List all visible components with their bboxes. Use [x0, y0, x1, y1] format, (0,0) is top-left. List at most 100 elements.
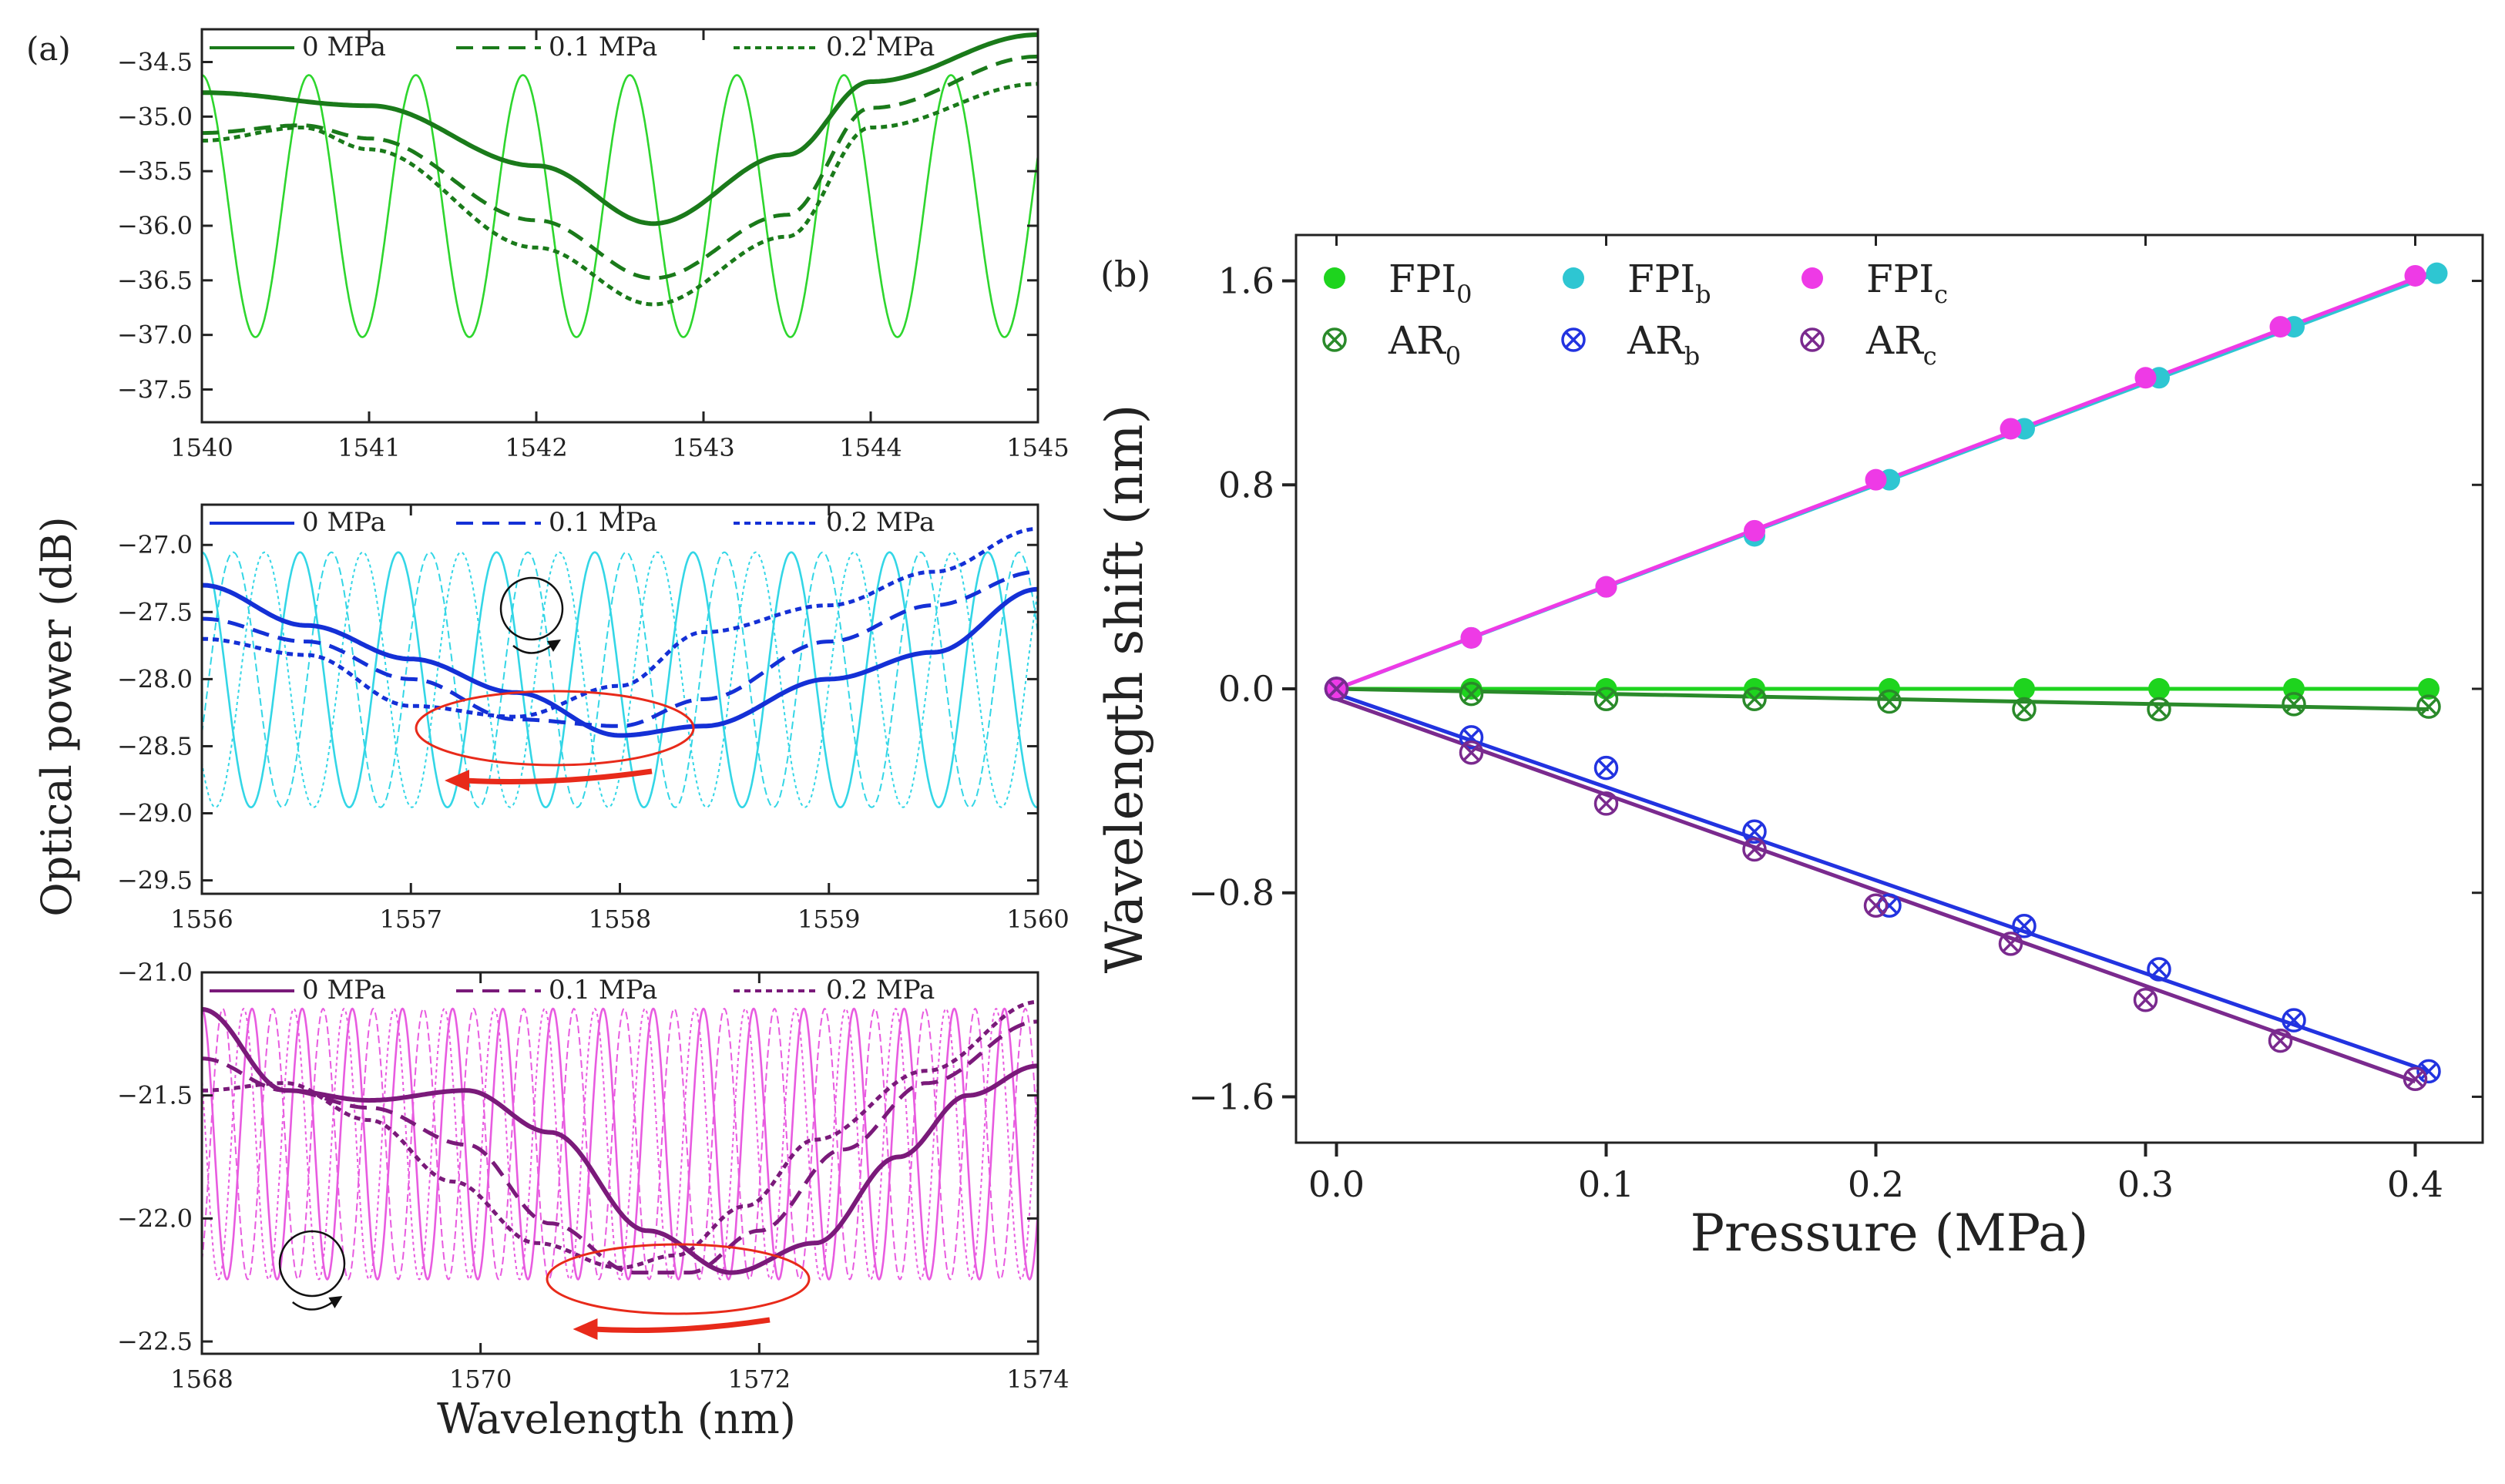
a1-ytick-label: −36.0: [117, 211, 193, 240]
a1-plot-area: [202, 32, 1038, 338]
b-legend-label-4: ARb: [1627, 318, 1700, 371]
a2-ytick-label: −27.5: [117, 597, 193, 626]
panel-a-ylabel: Optical power (dB): [32, 516, 81, 916]
a3-ytick-label: −22.5: [117, 1327, 193, 1356]
b-ytick-label: 0.8: [1218, 464, 1274, 505]
a2-envelope-0: [202, 583, 1038, 738]
b-point-0-5: [2013, 678, 2035, 700]
a3-plot-area: [202, 999, 1038, 1281]
a3-legend-label-1: 0.1 MPa: [549, 975, 657, 1006]
a3-legend-label-2: 0.2 MPa: [826, 975, 935, 1006]
b-point-3-1: [1459, 681, 1484, 707]
b-legend-marker-4: [1561, 327, 1586, 352]
a1-envelope-2: [202, 82, 1038, 307]
b-legend-marker-1: [1563, 267, 1584, 289]
b-point-4-7: [2282, 1008, 2306, 1032]
b-point-4-2: [1593, 755, 1619, 781]
a2-envelope-2: [202, 526, 1038, 719]
b-fit-line-4: [1335, 692, 2429, 1073]
a3-envelope-0: [202, 1006, 1038, 1275]
a1-xtick-label: 1542: [505, 433, 567, 462]
a1-legend-label-1: 0.1 MPa: [549, 32, 657, 62]
b-point-3-4: [1877, 689, 1902, 714]
b-point-4-8: [2416, 1059, 2441, 1084]
a3-legend-label-0: 0 MPa: [302, 975, 386, 1006]
b-point-0-8: [2418, 678, 2440, 700]
a2-ytick-label: −28.0: [117, 664, 193, 693]
a2-xtick-label: 1556: [170, 905, 233, 934]
a2-xtick-label: 1560: [1006, 905, 1069, 934]
a3-fringe-1: [202, 1007, 1038, 1281]
a2-fringe-circle: [499, 576, 564, 641]
a2-legend-label-1: 0.1 MPa: [549, 507, 657, 538]
b-xtick-label: 0.3: [2117, 1163, 2174, 1205]
chart-a3: 1568 1570 1572 1574 −21.0 −21.5 −22.0 −22.5 0 MP…: [117, 958, 1069, 1394]
b-point-5-8: [2403, 1066, 2428, 1092]
a2-fringe-0: [202, 551, 1038, 809]
b-ylabel: Wavelength shift (nm): [1095, 405, 1154, 974]
b-fit-line-5: [1335, 697, 2416, 1083]
a2-xtick-label: 1559: [798, 905, 860, 934]
b-point-0-4: [1879, 678, 1900, 700]
b-point-2-3: [1744, 519, 1765, 542]
b-legend-label-0: FPI0: [1388, 257, 1472, 309]
a1-xtick-label: 1540: [170, 433, 233, 462]
a2-highlight-ellipse: [415, 690, 695, 767]
b-point-1-8: [2426, 262, 2448, 284]
a3-shift-arrow: [593, 1317, 771, 1333]
b-legend-marker-0: [1324, 267, 1345, 289]
b-legend-label-3: AR0: [1388, 318, 1461, 371]
a3-shift-arrowhead: [573, 1318, 598, 1340]
b-point-3-3: [1742, 687, 1767, 711]
a3-rotate-arrowhead: [328, 1296, 343, 1308]
b-point-5-0: [1324, 677, 1349, 701]
b-xlabel: Pressure (MPa): [1691, 1204, 2089, 1263]
b-point-3-7: [2282, 692, 2306, 717]
a2-plot-area: [202, 526, 1038, 809]
b-ytick-label: −1.6: [1188, 1076, 1274, 1117]
a3-fringe-circle: [278, 1230, 346, 1298]
a1-xtick-label: 1543: [672, 433, 734, 462]
b-legend-marker-5: [1800, 327, 1825, 352]
b-point-2-8: [2404, 264, 2426, 287]
b-point-5-7: [2268, 1028, 2293, 1053]
panel-a-label: (a): [26, 30, 71, 68]
a2-envelope-1: [202, 569, 1038, 728]
a2-xtick-label: 1558: [589, 905, 651, 934]
a2-shift-arrow: [464, 768, 653, 784]
panel-b-label: (b): [1100, 253, 1150, 295]
b-point-0-6: [2148, 678, 2170, 700]
a2-shift-arrowhead: [445, 770, 469, 791]
a1-envelope-1: [202, 54, 1038, 280]
a2-ytick-label: −29.0: [117, 799, 193, 828]
b-ytick-label: 1.6: [1218, 260, 1274, 302]
a3-fringe-2: [202, 1007, 1038, 1281]
b-point-4-5: [2012, 913, 2037, 938]
chart-a1: 1540 1541 1542 1543 1544 1545 −34.5 −35.0 −35.5 −…: [117, 28, 1069, 462]
a3-ytick-label: −21.0: [117, 958, 193, 987]
a1-ytick-label: −37.0: [117, 321, 193, 350]
a1-xtick-label: 1544: [839, 433, 902, 462]
b-xtick-label: 0.4: [2387, 1163, 2443, 1205]
a3-xtick-label: 1568: [170, 1365, 233, 1394]
b-legend-marker-3: [1322, 327, 1347, 352]
a3-xtick-label: 1570: [449, 1365, 512, 1394]
a3-ytick-label: −22.0: [117, 1204, 193, 1233]
a1-ytick-label: −35.0: [117, 102, 193, 131]
a1-legend-label-2: 0.2 MPa: [826, 32, 935, 62]
b-point-3-2: [1593, 687, 1619, 711]
a1-fringe-2: [202, 74, 1038, 338]
b-fit-line-3: [1336, 687, 2429, 711]
a2-ytick-label: −28.5: [117, 731, 193, 760]
a3-xtick-label: 1572: [728, 1365, 791, 1394]
a2-legend-label-2: 0.2 MPa: [826, 507, 935, 538]
b-point-3-8: [2416, 694, 2441, 719]
b-ytick-label: −0.8: [1188, 872, 1274, 914]
chart-a2: 1556 1557 1558 1559 1560 −27.0 −27.5 −28.0 −28.5…: [117, 503, 1069, 934]
a3-highlight-ellipse: [546, 1243, 811, 1315]
b-point-2-5: [2000, 418, 2022, 440]
b-point-2-6: [2134, 367, 2157, 389]
a3-rotate-arrow: [292, 1299, 336, 1311]
b-point-2-2: [1595, 576, 1617, 598]
